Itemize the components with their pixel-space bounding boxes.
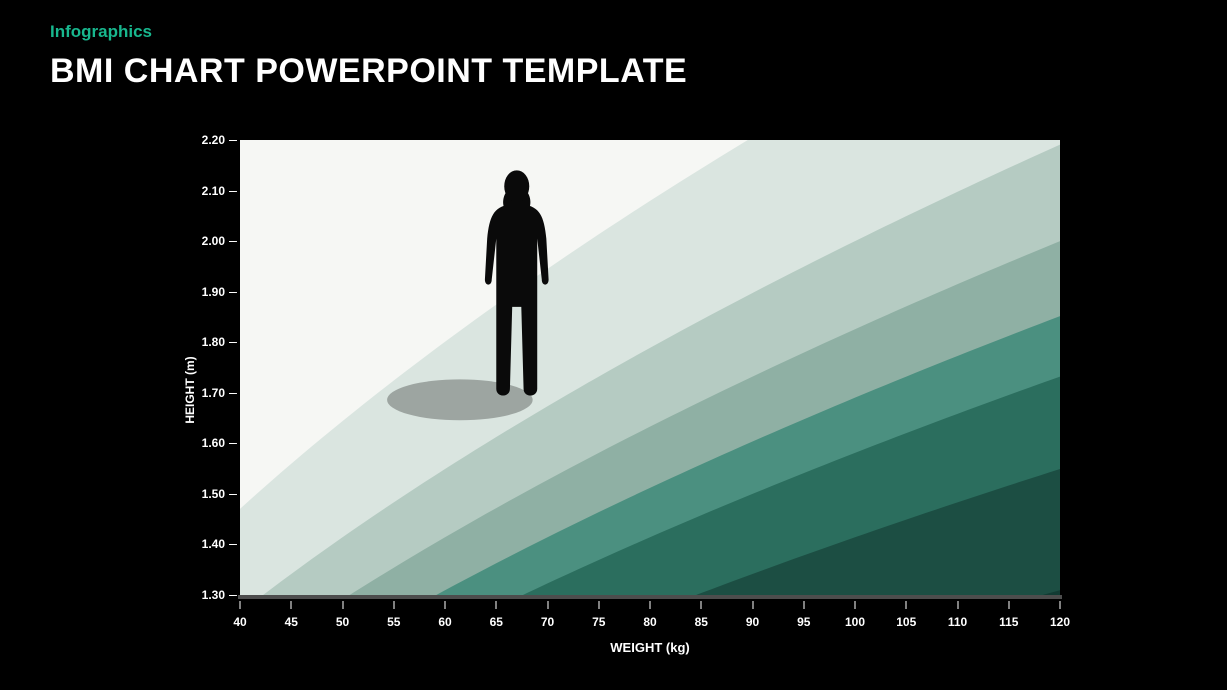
silhouette-head [504,170,529,202]
y-tick: 1.60 [165,436,225,450]
x-tick: 50 [323,615,363,629]
x-tick: 90 [733,615,773,629]
x-tick: 105 [886,615,926,629]
y-tick: 1.80 [165,335,225,349]
y-tick: 1.50 [165,487,225,501]
x-tick: 110 [938,615,978,629]
x-tick: 80 [630,615,670,629]
y-tick: 1.30 [165,588,225,602]
x-tick: 65 [476,615,516,629]
page-title: BMI CHART POWERPOINT TEMPLATE [50,52,687,91]
page-subtitle: Infographics [50,22,152,42]
y-tick: 1.70 [165,386,225,400]
x-tick: 55 [374,615,414,629]
y-tick: 2.00 [165,234,225,248]
x-axis-label: WEIGHT (kg) [610,640,689,655]
y-tick: 1.90 [165,285,225,299]
plot-area [240,140,1060,595]
x-tick: 60 [425,615,465,629]
x-tick: 95 [784,615,824,629]
plot-baseline [238,595,1062,599]
bmi-chart: HEIGHT (m) 1.301.401.501.601.701.801.902… [165,125,1170,655]
x-tick: 45 [271,615,311,629]
x-tick: 120 [1040,615,1080,629]
y-tick: 2.10 [165,184,225,198]
x-tick: 85 [681,615,721,629]
y-tick: 1.40 [165,537,225,551]
x-tick: 70 [528,615,568,629]
x-tick: 75 [579,615,619,629]
y-tick: 2.20 [165,133,225,147]
page-root: Infographics BMI CHART POWERPOINT TEMPLA… [0,0,1227,690]
band-layers [240,140,1060,595]
x-tick: 100 [835,615,875,629]
x-tick: 115 [989,615,1029,629]
x-tick: 40 [220,615,260,629]
silhouette-shadow [387,379,533,420]
